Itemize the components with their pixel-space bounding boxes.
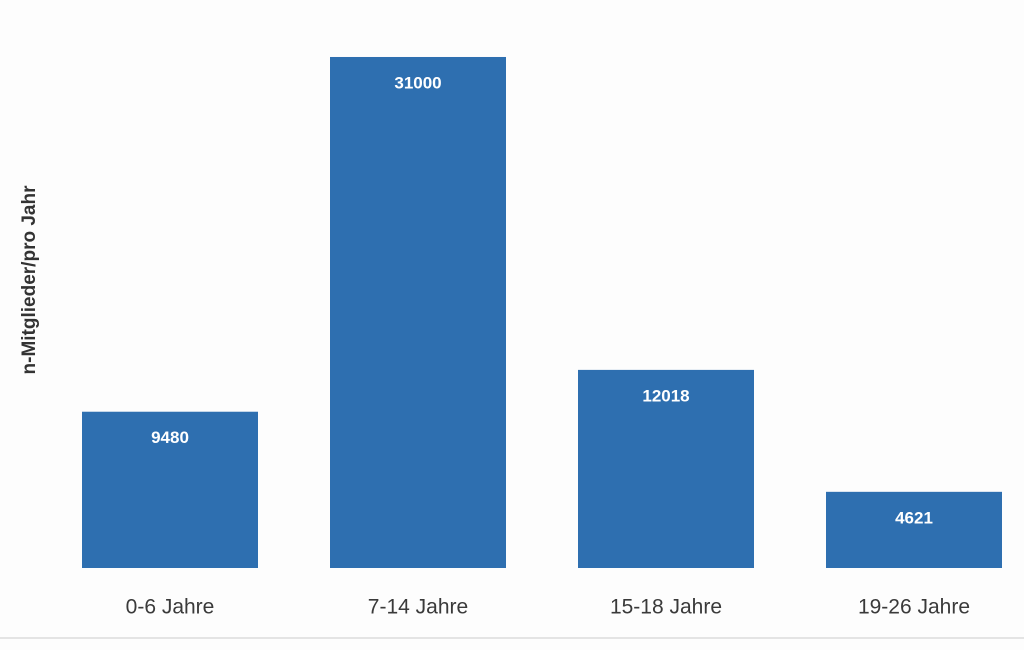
x-tick-label: 19-26 Jahre bbox=[858, 596, 970, 619]
data-label: 9480 bbox=[151, 428, 189, 447]
bar bbox=[330, 56, 506, 568]
x-tick-label: 0-6 Jahre bbox=[126, 596, 215, 619]
x-tick-label: 7-14 Jahre bbox=[368, 596, 468, 619]
bar bbox=[826, 491, 1002, 568]
y-axis-label: n-Mitglieder/pro Jahr bbox=[19, 185, 40, 375]
data-label: 12018 bbox=[642, 386, 689, 405]
data-label: 31000 bbox=[394, 73, 441, 92]
x-tick-label: 15-18 Jahre bbox=[610, 596, 722, 619]
data-label: 4621 bbox=[895, 508, 933, 527]
bar bbox=[82, 411, 258, 568]
bar bbox=[578, 369, 754, 568]
